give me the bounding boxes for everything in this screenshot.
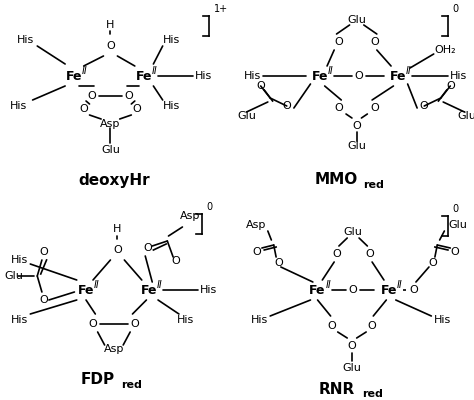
Text: Fe: Fe xyxy=(140,284,157,296)
Text: II: II xyxy=(328,66,334,76)
Text: His: His xyxy=(195,71,212,81)
Text: RNR: RNR xyxy=(319,382,355,396)
Text: 0: 0 xyxy=(207,202,213,212)
Text: O: O xyxy=(347,341,356,351)
Text: 1+: 1+ xyxy=(214,4,228,14)
Text: His: His xyxy=(11,255,28,265)
Text: His: His xyxy=(434,315,451,325)
Text: red: red xyxy=(363,180,384,190)
Text: Glu: Glu xyxy=(5,271,24,281)
Text: O: O xyxy=(420,101,428,111)
Text: O: O xyxy=(328,321,336,331)
Text: O: O xyxy=(88,91,96,101)
Text: O: O xyxy=(355,71,364,81)
Text: II: II xyxy=(82,66,88,76)
Text: OH₂: OH₂ xyxy=(435,45,456,55)
Text: O: O xyxy=(335,103,343,113)
Text: Glu: Glu xyxy=(343,363,361,373)
Text: II: II xyxy=(396,280,402,290)
Text: H: H xyxy=(106,20,115,30)
Text: O: O xyxy=(125,91,133,101)
Text: O: O xyxy=(370,37,379,47)
Text: Glu: Glu xyxy=(347,141,366,151)
Text: O: O xyxy=(79,104,88,114)
Text: red: red xyxy=(121,380,142,390)
Text: His: His xyxy=(251,315,268,325)
Text: O: O xyxy=(428,258,437,268)
Text: His: His xyxy=(10,101,27,111)
Text: O: O xyxy=(113,245,122,255)
Text: His: His xyxy=(164,35,181,45)
Text: O: O xyxy=(283,101,291,111)
Text: 0: 0 xyxy=(453,204,459,214)
Text: Fe: Fe xyxy=(390,70,406,82)
Text: Glu: Glu xyxy=(347,15,366,25)
Text: O: O xyxy=(365,249,374,259)
Text: O: O xyxy=(352,121,361,131)
Text: MMO: MMO xyxy=(315,172,358,188)
Text: H: H xyxy=(113,224,121,234)
Text: O: O xyxy=(446,81,455,91)
Text: His: His xyxy=(450,71,467,81)
Text: Fe: Fe xyxy=(136,70,152,82)
Text: O: O xyxy=(451,247,459,257)
Text: Glu: Glu xyxy=(344,227,363,237)
Text: O: O xyxy=(40,247,49,257)
Text: Glu: Glu xyxy=(237,111,256,121)
Text: Fe: Fe xyxy=(66,70,82,82)
Text: 0: 0 xyxy=(453,4,459,14)
Text: FDP: FDP xyxy=(81,372,115,388)
Text: Fe: Fe xyxy=(312,70,328,82)
Text: II: II xyxy=(152,66,157,76)
Text: O: O xyxy=(409,285,418,295)
Text: O: O xyxy=(89,319,97,329)
Text: O: O xyxy=(332,249,341,259)
Text: O: O xyxy=(368,321,376,331)
Text: O: O xyxy=(253,247,262,257)
Text: Fe: Fe xyxy=(78,284,94,296)
Text: deoxyHr: deoxyHr xyxy=(78,172,150,188)
Text: Glu: Glu xyxy=(101,145,120,155)
Text: His: His xyxy=(11,315,28,325)
Text: O: O xyxy=(106,41,115,51)
Text: Asp: Asp xyxy=(104,344,124,354)
Text: O: O xyxy=(335,37,343,47)
Text: II: II xyxy=(156,280,162,290)
Text: O: O xyxy=(171,256,180,266)
Text: red: red xyxy=(362,389,383,399)
Text: His: His xyxy=(17,35,34,45)
Text: II: II xyxy=(93,280,100,290)
Text: Fe: Fe xyxy=(381,284,397,296)
Text: Asp: Asp xyxy=(246,220,266,230)
Text: II: II xyxy=(406,66,412,76)
Text: II: II xyxy=(325,280,331,290)
Text: O: O xyxy=(130,319,139,329)
Text: His: His xyxy=(200,285,217,295)
Text: O: O xyxy=(40,295,49,305)
Text: Asp: Asp xyxy=(100,119,120,129)
Text: O: O xyxy=(133,104,142,114)
Text: His: His xyxy=(164,101,181,111)
Text: O: O xyxy=(143,243,152,253)
Text: O: O xyxy=(274,258,283,268)
Text: Glu: Glu xyxy=(448,220,467,230)
Text: Fe: Fe xyxy=(310,284,326,296)
Text: O: O xyxy=(256,81,265,91)
Text: His: His xyxy=(244,71,261,81)
Text: Glu: Glu xyxy=(457,111,474,121)
Text: His: His xyxy=(177,315,194,325)
Text: O: O xyxy=(349,285,357,295)
Text: Asp: Asp xyxy=(181,211,201,221)
Text: O: O xyxy=(370,103,379,113)
